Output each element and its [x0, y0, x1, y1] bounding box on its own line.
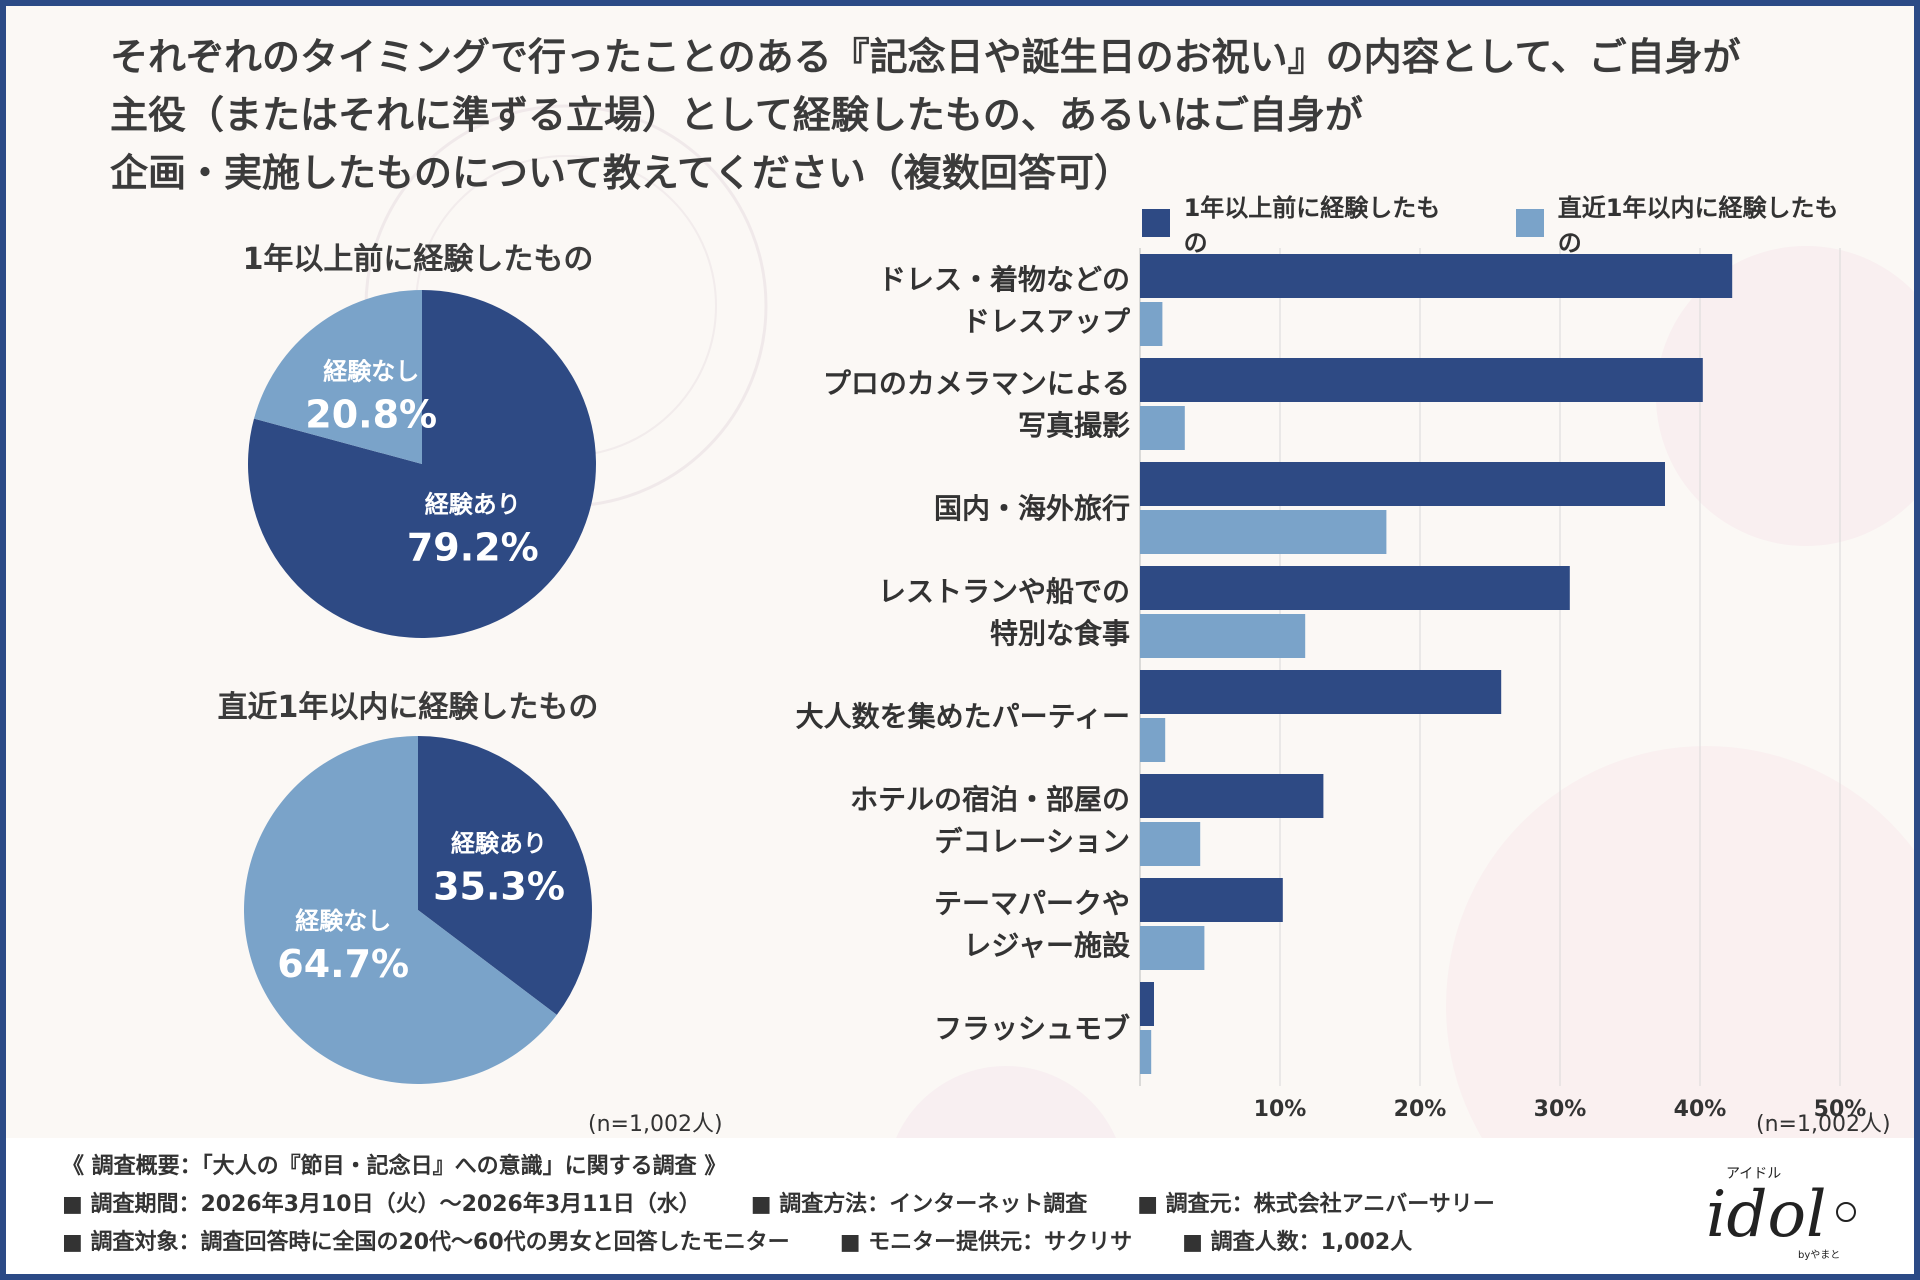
bar-5-series-1 — [1140, 822, 1201, 866]
category-label: テーマパークや — [934, 887, 1130, 920]
bar-0-series-0 — [1140, 254, 1733, 298]
pie-1-title: 1年以上前に経験したもの — [242, 242, 594, 277]
bar-0-series-1 — [1140, 302, 1163, 346]
pie-2-title: 直近1年以内に経験したもの — [217, 690, 599, 725]
category-label: ホテルの宿泊・部屋の — [850, 783, 1130, 816]
bar-2-series-0 — [1140, 462, 1665, 506]
bar-5-series-0 — [1140, 774, 1324, 818]
footer-method: ■ 調査方法：インターネット調査 — [750, 1192, 1088, 1217]
legend-item-series-2: 直近1年以内に経験したもの — [1516, 188, 1858, 258]
bar-chart: 10% 20% 30% 40% 50% ドレス・着物などのドレスアッププロのカメラマンによ… — [796, 248, 1867, 1122]
footer-row-1: ■ 調査期間：2026年3月10日（火）～2026年3月11日（水） ■ 調査方… — [62, 1186, 1545, 1224]
pie-chart-2: 経験あり 35.3% 経験なし 64.7% — [243, 736, 592, 1084]
bar-6-series-1 — [1140, 926, 1205, 970]
footer-count: ■ 調査人数：1,002人 — [1182, 1230, 1413, 1255]
bar-6-series-0 — [1140, 878, 1283, 922]
category-label: 大人数を集めたパーティー — [796, 700, 1130, 733]
bar-sample-size: (n=1,002人) — [1756, 1112, 1891, 1137]
legend-swatch-dark — [1142, 209, 1170, 237]
bar-4-series-0 — [1140, 670, 1502, 714]
x-tick-label: 30% — [1534, 1097, 1587, 1122]
bar-legend: 1年以上前に経験したもの 直近1年以内に経験したもの — [1142, 194, 1914, 257]
legend-label-1: 1年以上前に経験したもの — [1183, 194, 1441, 257]
flower-icon — [1836, 1202, 1856, 1222]
title-line-2: 主役（またはそれに準ずる立場）として経験したもの、あるいはご自身が — [110, 93, 1363, 137]
x-tick-label: 40% — [1674, 1097, 1727, 1122]
pie-1-slice-1-label: 経験なし — [323, 358, 419, 386]
x-tick-label: 10% — [1254, 1097, 1307, 1122]
bar-7-series-1 — [1140, 1030, 1152, 1074]
logo-by: byやまと — [1798, 1249, 1840, 1261]
pie-2-slice-1-pct: 64.7% — [277, 942, 409, 986]
legend-label-2: 直近1年以内に経験したもの — [1557, 194, 1839, 257]
pie-1-slice-0 — [247, 290, 596, 638]
bar-7-series-0 — [1140, 982, 1154, 1026]
x-tick-label: 50% — [1814, 1097, 1867, 1122]
footer-target: ■ 調査対象：調査回答時に全国の20代～60代の男女と回答したモニター — [62, 1230, 790, 1255]
pie-1-slice-1-pct: 20.8% — [305, 393, 437, 437]
legend-swatch-light — [1516, 209, 1544, 237]
bar-1-series-0 — [1140, 358, 1703, 402]
pie-1-slice-0-label: 経験あり — [425, 490, 521, 518]
legend-item-series-1: 1年以上前に経験したもの — [1142, 188, 1460, 258]
category-label: 特別な食事 — [990, 617, 1130, 650]
pie-2-slice-1-label: 経験なし — [295, 907, 391, 935]
title-line-1: それぞれのタイミングで行ったことのある『記念日や誕生日のお祝い』の内容として、ご… — [110, 35, 1741, 79]
chart-title: それぞれのタイミングで行ったことのある『記念日や誕生日のお祝い』の内容として、ご… — [110, 28, 1890, 202]
footer-source: ■ 調査元：株式会社アニバーサリー — [1137, 1192, 1495, 1217]
title-line-3: 企画・実施したものについて教えてください（複数回答可） — [110, 151, 1132, 195]
category-label: 写真撮影 — [1018, 409, 1130, 442]
pie-sample-size: (n=1,002人) — [588, 1112, 723, 1137]
infographic-frame: それぞれのタイミングで行ったことのある『記念日や誕生日のお祝い』の内容として、ご… — [6, 6, 1914, 1274]
idol-logo: アイドル idol byやまと — [1706, 1166, 1856, 1261]
pie-2-slice-1 — [243, 736, 557, 1084]
category-label: フラッシュモブ — [934, 1012, 1130, 1045]
footer-provider: ■ モニター提供元：サクリサ — [839, 1230, 1133, 1255]
category-label: プロのカメラマンによる — [823, 367, 1130, 400]
pie-2-slice-0-pct: 35.3% — [433, 865, 565, 909]
pie-1-slice-0-pct: 79.2% — [407, 525, 539, 569]
footer-row-2: ■ 調査対象：調査回答時に全国の20代～60代の男女と回答したモニター ■ モニ… — [62, 1224, 1545, 1262]
logo-kana: アイドル — [1726, 1166, 1781, 1182]
category-label: ドレスアップ — [962, 305, 1131, 338]
survey-footer: 《 調査概要：「大人の『節目・記念日』への意識」に関する調査 》 ■ 調査期間：… — [6, 1138, 1914, 1274]
footer-period: ■ 調査期間：2026年3月10日（火）～2026年3月11日（水） — [62, 1192, 701, 1217]
x-tick-label: 20% — [1394, 1097, 1447, 1122]
category-label: デコレーション — [935, 825, 1130, 858]
category-label: レジャー施設 — [963, 929, 1131, 962]
category-label: 国内・海外旅行 — [934, 492, 1130, 525]
bar-2-series-1 — [1140, 510, 1387, 554]
category-label: ドレス・着物などの — [878, 263, 1130, 296]
bar-3-series-0 — [1140, 566, 1570, 610]
footer-heading: 《 調査概要：「大人の『節目・記念日』への意識」に関する調査 》 — [62, 1154, 727, 1179]
pie-chart-1: 経験あり 79.2% 経験なし 20.8% — [247, 290, 596, 638]
pie-2-slice-0 — [418, 736, 592, 1015]
bar-3-series-1 — [1140, 614, 1306, 658]
pie-1-slice-1 — [254, 290, 422, 464]
bar-4-series-1 — [1140, 718, 1166, 762]
pie-2-slice-0-label: 経験あり — [451, 830, 547, 858]
category-label: レストランや船での — [878, 575, 1130, 608]
logo-word: idol — [1706, 1178, 1826, 1252]
bar-1-series-1 — [1140, 406, 1185, 450]
